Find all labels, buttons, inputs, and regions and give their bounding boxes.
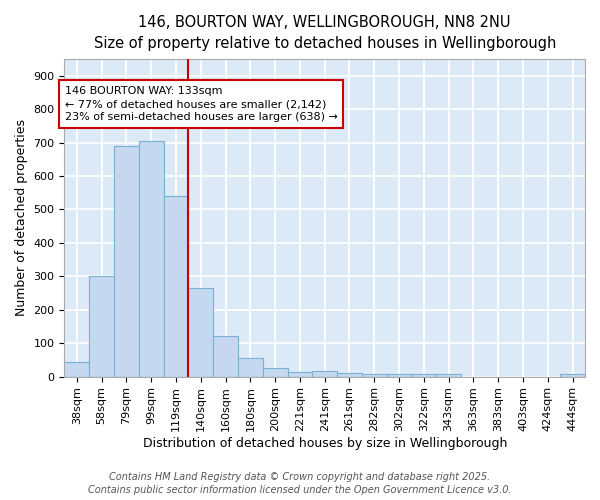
Bar bbox=[362, 374, 386, 376]
Title: 146, BOURTON WAY, WELLINGBOROUGH, NN8 2NU
Size of property relative to detached : 146, BOURTON WAY, WELLINGBOROUGH, NN8 2N… bbox=[94, 15, 556, 51]
Bar bbox=[287, 372, 313, 376]
Text: 146 BOURTON WAY: 133sqm
← 77% of detached houses are smaller (2,142)
23% of semi: 146 BOURTON WAY: 133sqm ← 77% of detache… bbox=[65, 86, 338, 122]
Bar bbox=[337, 374, 362, 376]
Bar bbox=[386, 374, 412, 376]
X-axis label: Distribution of detached houses by size in Wellingborough: Distribution of detached houses by size … bbox=[143, 437, 507, 450]
Bar bbox=[238, 358, 263, 376]
Bar bbox=[64, 362, 89, 376]
Bar bbox=[412, 374, 436, 376]
Bar bbox=[313, 370, 337, 376]
Bar bbox=[560, 374, 585, 376]
Bar bbox=[213, 336, 238, 376]
Bar bbox=[263, 368, 287, 376]
Y-axis label: Number of detached properties: Number of detached properties bbox=[15, 120, 28, 316]
Bar bbox=[89, 276, 114, 376]
Text: Contains HM Land Registry data © Crown copyright and database right 2025.
Contai: Contains HM Land Registry data © Crown c… bbox=[88, 472, 512, 495]
Bar bbox=[139, 141, 164, 376]
Bar bbox=[164, 196, 188, 376]
Bar bbox=[436, 374, 461, 376]
Bar bbox=[188, 288, 213, 376]
Bar bbox=[114, 146, 139, 376]
